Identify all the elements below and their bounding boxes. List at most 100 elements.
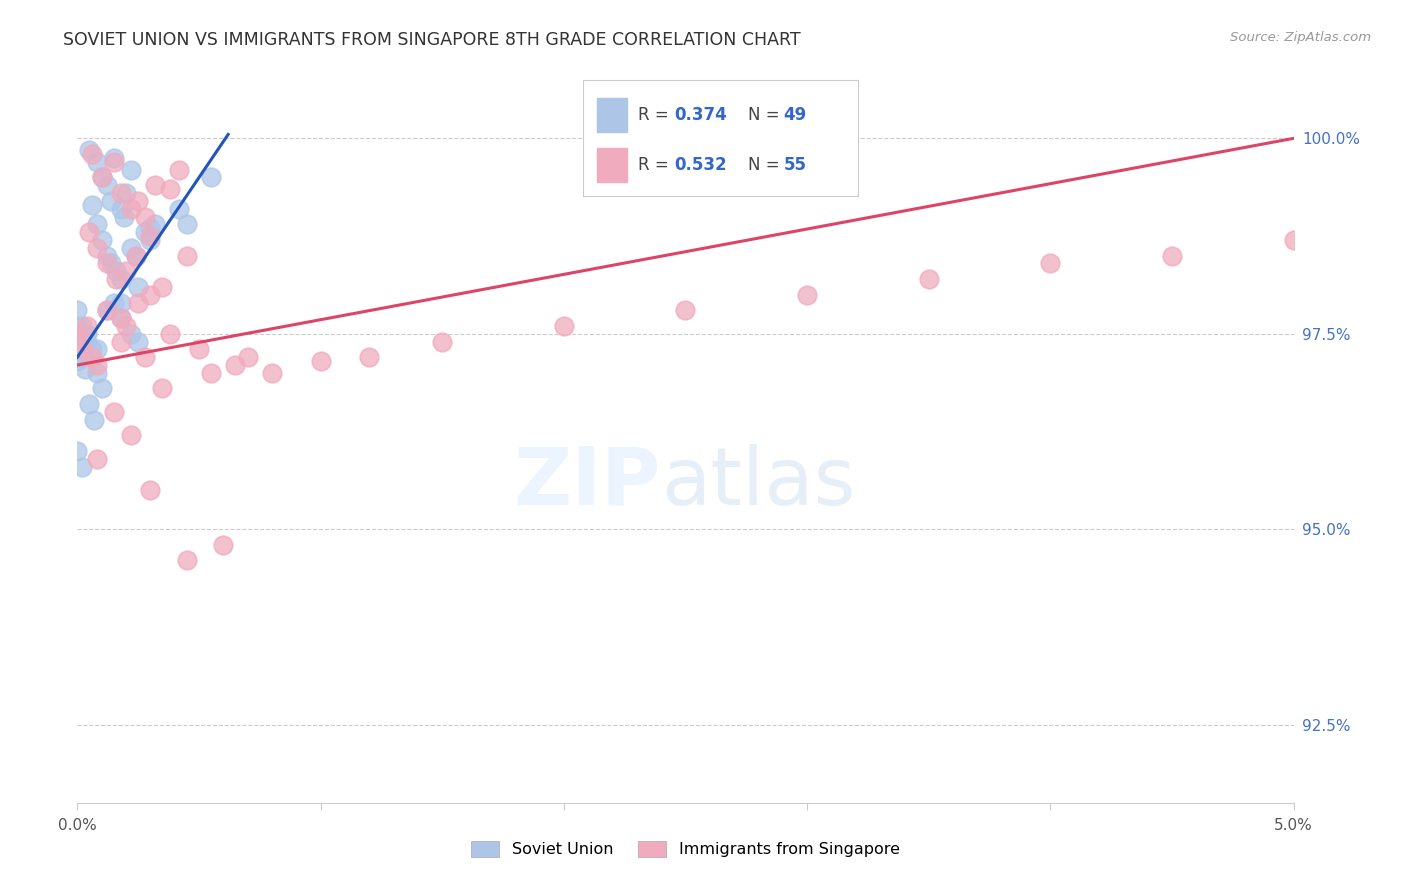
- Point: [169, 202, 191, 216]
- Point: [86, 358, 108, 372]
- Text: N =: N =: [748, 106, 785, 124]
- Point: [76, 326, 98, 341]
- Point: [90, 170, 112, 185]
- Text: 55: 55: [783, 156, 807, 174]
- Point: [70, 318, 93, 333]
- Point: [115, 186, 138, 200]
- Point: [73, 362, 96, 376]
- Point: [70, 459, 93, 474]
- Point: [139, 233, 162, 247]
- Point: [70, 350, 93, 364]
- Point: [309, 354, 332, 368]
- Point: [86, 154, 108, 169]
- Point: [125, 249, 148, 263]
- Point: [80, 147, 103, 161]
- Text: 0.374: 0.374: [673, 106, 727, 124]
- Point: [152, 280, 174, 294]
- Point: [200, 366, 222, 380]
- Point: [359, 350, 381, 364]
- Point: [127, 194, 149, 208]
- Point: [96, 178, 118, 193]
- Point: [139, 221, 162, 235]
- Point: [143, 178, 166, 193]
- Point: [100, 256, 122, 270]
- Text: N =: N =: [748, 156, 785, 174]
- Text: R =: R =: [638, 156, 675, 174]
- Point: [110, 295, 132, 310]
- Text: 49: 49: [783, 106, 807, 124]
- Point: [796, 287, 818, 301]
- Point: [212, 538, 235, 552]
- Point: [90, 170, 112, 185]
- Point: [96, 303, 118, 318]
- Point: [79, 143, 101, 157]
- Point: [127, 295, 149, 310]
- Point: [1039, 256, 1062, 270]
- Bar: [598, 147, 627, 182]
- Text: SOVIET UNION VS IMMIGRANTS FROM SINGAPORE 8TH GRADE CORRELATION CHART: SOVIET UNION VS IMMIGRANTS FROM SINGAPOR…: [63, 31, 801, 49]
- Point: [86, 451, 108, 466]
- Point: [176, 218, 198, 232]
- Point: [675, 303, 697, 318]
- Point: [112, 210, 135, 224]
- Point: [110, 334, 132, 349]
- Point: [86, 241, 108, 255]
- Point: [115, 318, 138, 333]
- Point: [66, 334, 89, 349]
- Point: [110, 272, 132, 286]
- Point: [120, 241, 142, 255]
- Point: [430, 334, 453, 349]
- Point: [80, 198, 103, 212]
- Point: [66, 326, 89, 341]
- Point: [1161, 249, 1184, 263]
- Point: [90, 233, 112, 247]
- Point: [200, 170, 222, 185]
- Point: [236, 350, 259, 364]
- Point: [86, 366, 108, 380]
- Point: [134, 225, 156, 239]
- Point: [105, 272, 128, 286]
- Point: [96, 249, 118, 263]
- Point: [139, 483, 162, 497]
- Point: [139, 287, 162, 301]
- Point: [134, 350, 156, 364]
- Point: [76, 318, 98, 333]
- Point: [86, 343, 108, 357]
- Point: [152, 382, 174, 396]
- Point: [66, 318, 89, 333]
- Point: [127, 334, 149, 349]
- Point: [176, 553, 198, 567]
- Point: [143, 218, 166, 232]
- Point: [103, 151, 125, 165]
- Point: [66, 444, 89, 458]
- Point: [224, 358, 246, 372]
- Point: [110, 186, 132, 200]
- Point: [159, 326, 181, 341]
- Point: [260, 366, 283, 380]
- Point: [80, 350, 103, 364]
- Point: [105, 264, 128, 278]
- Text: Source: ZipAtlas.com: Source: ZipAtlas.com: [1230, 31, 1371, 45]
- Point: [169, 162, 191, 177]
- Point: [1282, 233, 1305, 247]
- Point: [120, 162, 142, 177]
- Point: [120, 326, 142, 341]
- Point: [125, 249, 148, 263]
- Point: [83, 413, 105, 427]
- Point: [96, 256, 118, 270]
- Point: [159, 182, 181, 196]
- Point: [80, 343, 103, 357]
- Point: [553, 318, 575, 333]
- Point: [79, 397, 101, 411]
- Point: [86, 218, 108, 232]
- Text: 0.532: 0.532: [673, 156, 727, 174]
- Point: [120, 428, 142, 442]
- Point: [103, 154, 125, 169]
- Bar: [598, 98, 627, 132]
- Legend: Soviet Union, Immigrants from Singapore: Soviet Union, Immigrants from Singapore: [464, 835, 907, 863]
- Point: [103, 295, 125, 310]
- Point: [139, 229, 162, 244]
- Point: [103, 405, 125, 419]
- Point: [188, 343, 211, 357]
- Point: [66, 354, 89, 368]
